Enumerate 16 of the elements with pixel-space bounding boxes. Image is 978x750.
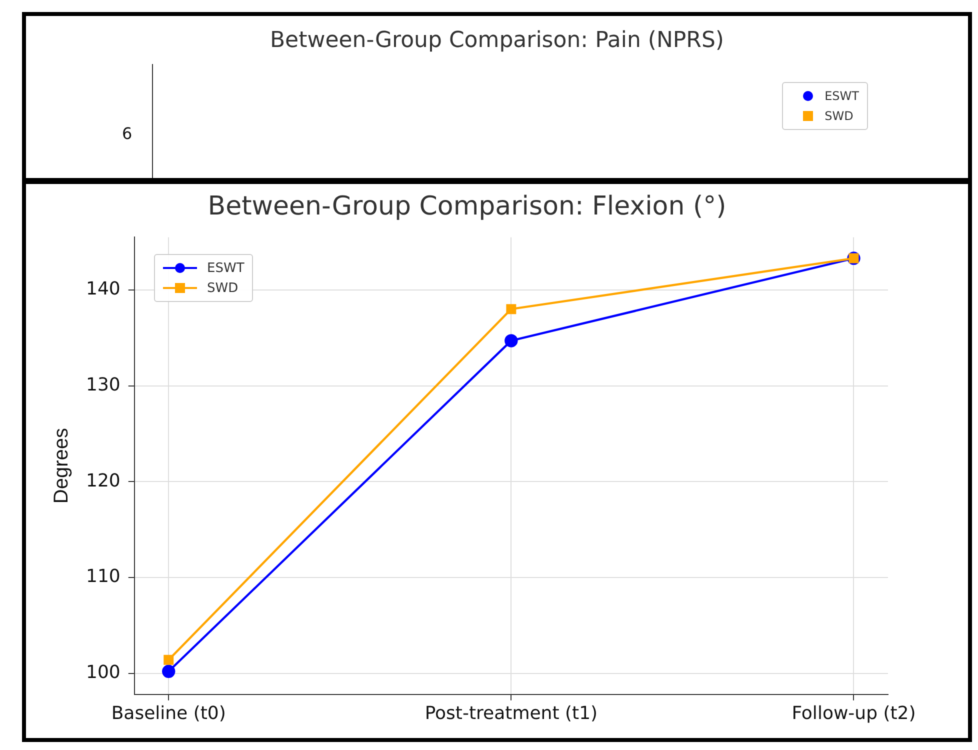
legend-label: SWD xyxy=(207,280,238,296)
x-tick-label: Baseline (t0) xyxy=(111,702,226,724)
x-tick-label: Post-treatment (t1) xyxy=(424,702,598,724)
y-tick-label: 100 xyxy=(86,662,120,683)
y-tick-label: 140 xyxy=(86,278,120,300)
y-tick-label: 130 xyxy=(86,374,120,396)
x-tick-label: Follow-up (t2) xyxy=(792,702,916,724)
y-tick-label: 120 xyxy=(86,470,120,492)
text: 6 xyxy=(122,124,132,143)
text: ESWT xyxy=(824,89,859,103)
text: Between-Group Comparison: Pain (NPRS) xyxy=(268,28,726,53)
y-axis-title: Degrees xyxy=(50,428,73,504)
text: SWD xyxy=(824,109,854,123)
y-tick-label: 110 xyxy=(86,566,120,588)
legend-label: ESWT xyxy=(207,260,244,276)
chart-title: Between-Group Comparison: Flexion (°) xyxy=(208,191,726,222)
